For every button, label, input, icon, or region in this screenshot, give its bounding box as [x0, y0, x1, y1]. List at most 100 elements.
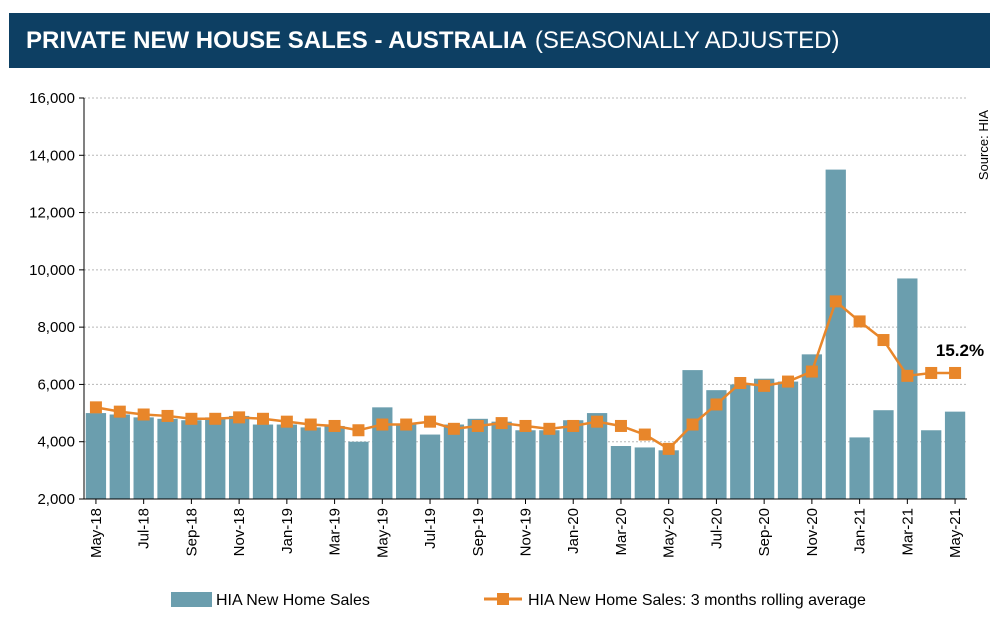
bar	[276, 424, 297, 499]
legend: HIA New Home Sales HIA New Home Sales: 3…	[171, 592, 866, 609]
annotation-label: 15.2%	[936, 341, 984, 360]
x-tick-label: Mar-19	[327, 508, 344, 556]
line-point	[614, 419, 627, 432]
line-point	[113, 405, 126, 418]
bar	[300, 427, 321, 499]
line-point	[758, 379, 771, 392]
bar	[921, 430, 942, 499]
x-tick-label: May-21	[947, 508, 964, 558]
source-label: Source: HIA	[976, 110, 991, 180]
bar	[133, 417, 154, 499]
bar	[491, 421, 512, 499]
bar	[944, 411, 966, 499]
bar	[634, 447, 655, 499]
line-point	[328, 419, 341, 432]
bar	[228, 415, 250, 499]
line-point	[447, 422, 460, 435]
line-point	[925, 366, 938, 379]
line-point	[424, 415, 437, 428]
bar	[801, 354, 823, 499]
line-point	[280, 415, 293, 428]
bar	[825, 169, 846, 499]
bar	[467, 418, 488, 499]
bar	[873, 410, 894, 499]
line-point	[710, 398, 723, 411]
line-point	[591, 415, 604, 428]
y-tick-label: 12,000	[29, 205, 75, 222]
line-point	[543, 422, 556, 435]
bar	[849, 437, 870, 499]
line-series	[89, 295, 962, 455]
x-tick-label: Nov-19	[518, 508, 535, 556]
x-tick-label: May-18	[88, 508, 105, 558]
x-tick-label: Nov-20	[804, 508, 821, 556]
bar	[777, 381, 799, 499]
x-tick-label: Jul-19	[422, 508, 439, 549]
line-point	[853, 315, 866, 328]
x-tick-label: Jan-19	[279, 508, 296, 554]
bar	[706, 390, 727, 499]
y-tick-label: 16,000	[29, 90, 75, 107]
line-point	[209, 412, 222, 425]
chart-header: PRIVATE NEW HOUSE SALES - AUSTRALIA (SEA…	[9, 13, 990, 68]
line-point	[662, 442, 675, 455]
y-tick-label: 2,000	[37, 491, 75, 508]
x-tick-label: Nov-18	[231, 508, 248, 556]
x-tick-label: Jul-20	[708, 508, 725, 549]
bar	[730, 384, 751, 499]
line-point	[304, 418, 317, 431]
legend-bar-swatch	[171, 592, 212, 607]
line-point	[185, 412, 198, 425]
bar	[205, 417, 226, 499]
line-point	[782, 375, 795, 388]
chart-subtitle: (SEASONALLY ADJUSTED)	[534, 26, 840, 54]
bar	[396, 424, 417, 499]
x-tick-label: Mar-20	[613, 508, 630, 556]
bar	[897, 278, 918, 499]
line-point	[233, 411, 246, 424]
x-tick-label: Sep-18	[183, 508, 200, 556]
bar	[563, 420, 584, 499]
bar	[348, 441, 369, 499]
line-point	[89, 401, 102, 414]
y-tick-label: 6,000	[37, 376, 75, 393]
bar-series	[85, 169, 966, 499]
x-tick-label: Mar-21	[899, 508, 916, 556]
line-point	[829, 295, 842, 308]
bar	[539, 430, 560, 499]
line-point	[949, 366, 962, 379]
line-point	[471, 419, 484, 432]
bar	[682, 370, 703, 499]
x-tick-label: Jul-18	[136, 508, 153, 549]
x-tick-label: Sep-20	[756, 508, 773, 556]
line-point	[805, 365, 818, 378]
x-tick-labels: May-18 Jul-18 Sep-18 Nov-18 Jan-19 Mar-19 May-…	[88, 499, 964, 558]
y-tick-label: 10,000	[29, 262, 75, 279]
line-point	[352, 424, 365, 437]
line-point	[519, 419, 532, 432]
bar	[252, 424, 274, 499]
bar	[85, 413, 107, 499]
bar	[586, 413, 608, 499]
bar	[157, 418, 178, 499]
line-point	[376, 418, 389, 431]
legend-bar-label: HIA New Home Sales	[216, 592, 370, 609]
bar	[610, 446, 632, 499]
line-point	[161, 409, 174, 422]
x-tick-label: Jan-20	[565, 508, 582, 554]
legend-line-marker	[497, 593, 509, 605]
chart-title: PRIVATE NEW HOUSE SALES - AUSTRALIA	[26, 26, 527, 54]
y-tick-label: 14,000	[29, 147, 75, 164]
line-point	[877, 334, 890, 347]
y-tick-label: 8,000	[37, 319, 75, 336]
x-tick-label: May-19	[374, 508, 391, 558]
bar	[324, 425, 345, 499]
bar	[515, 430, 536, 499]
line-point	[400, 418, 413, 431]
line-point	[638, 428, 651, 441]
line-point	[256, 412, 269, 425]
line-point	[901, 369, 914, 382]
x-tick-label: May-20	[661, 508, 678, 558]
line-point	[734, 376, 747, 389]
